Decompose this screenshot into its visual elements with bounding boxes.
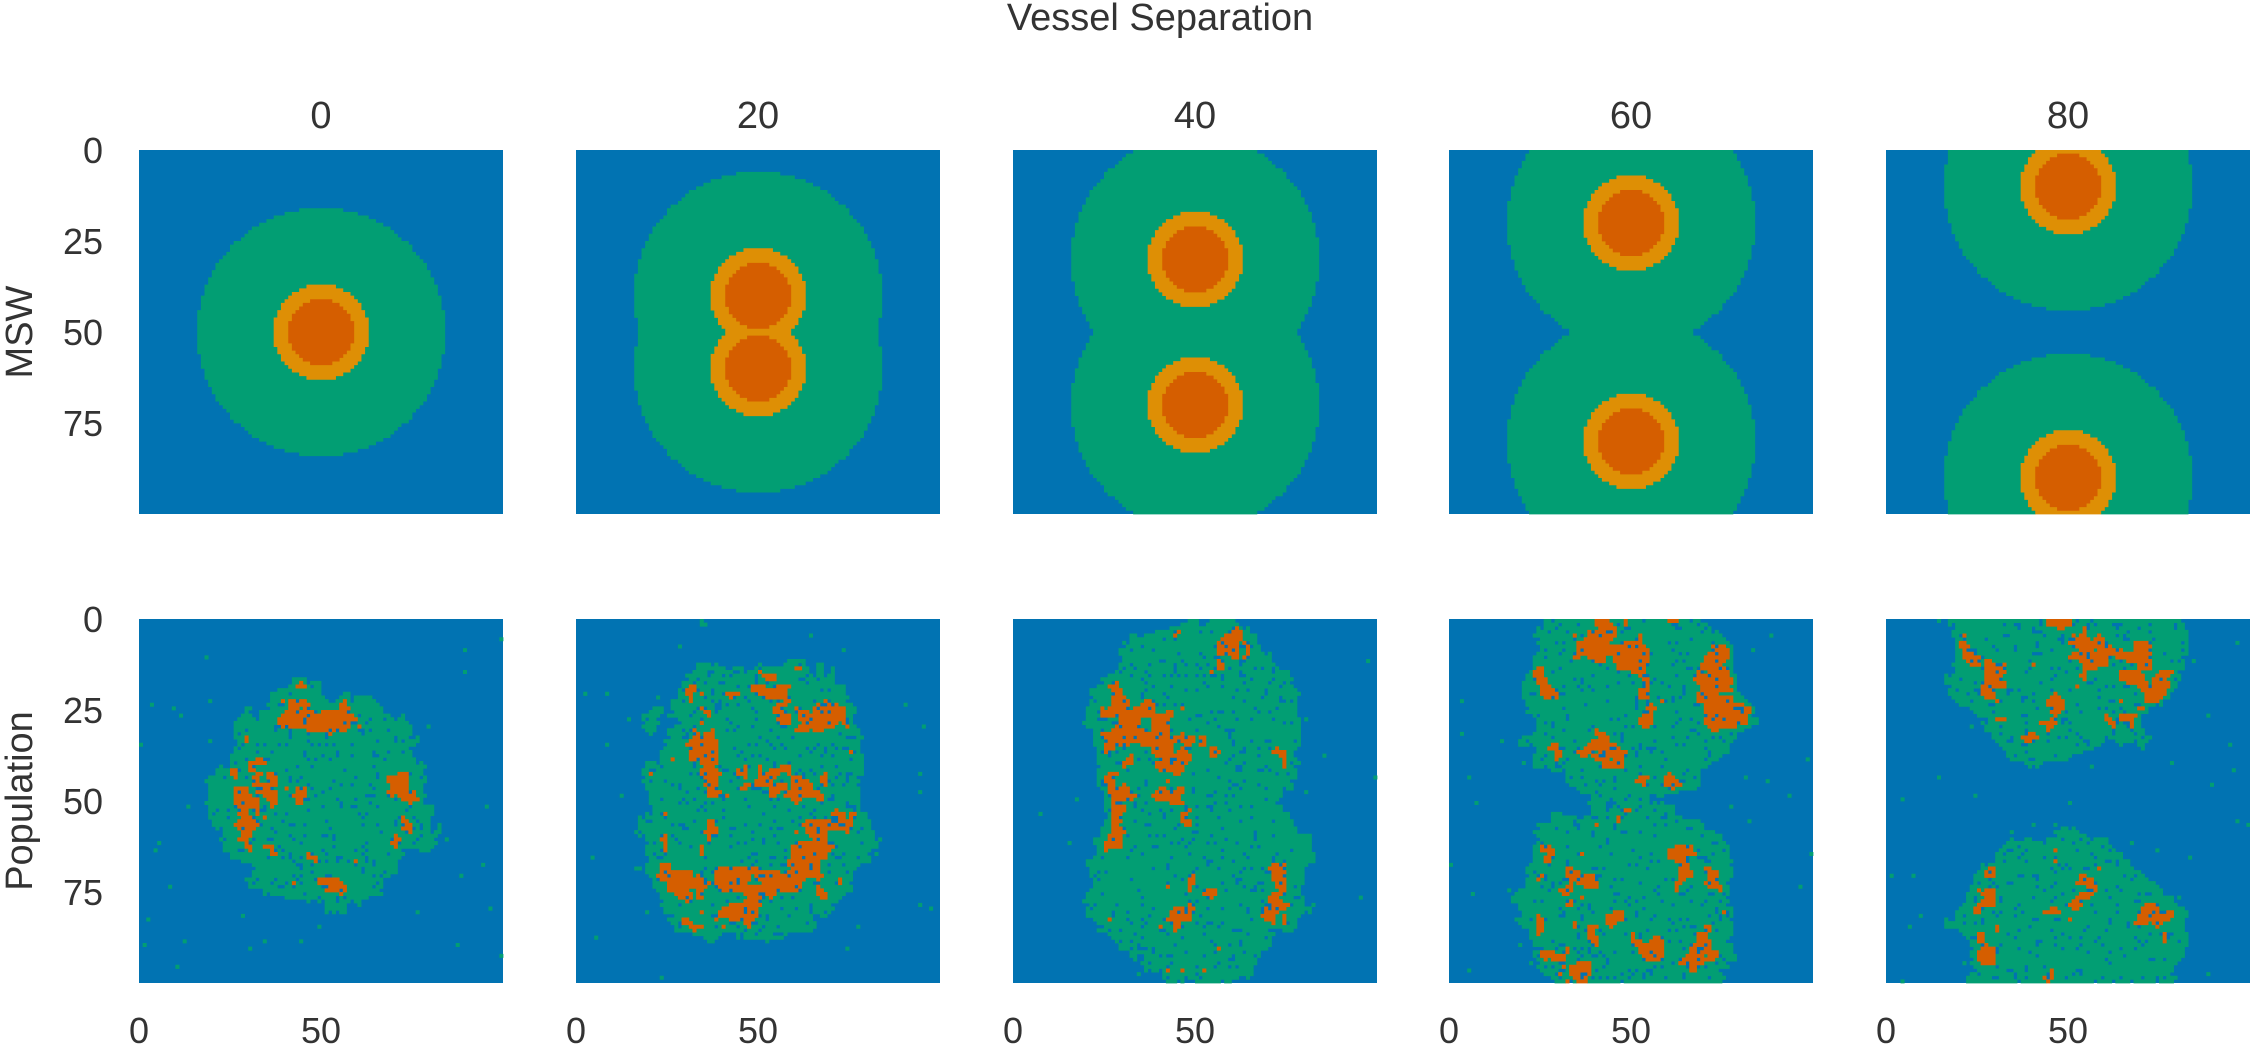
- y-tick-label: 75: [63, 403, 103, 444]
- population-panel-0: [139, 619, 504, 983]
- msw-level-2-cells: [1583, 175, 1679, 489]
- panel-grid: 0 25 50 75 MSW 0 25 50 75 0 50 0 50 0 50 0 50 0 50 Populati…: [0, 95, 2250, 1050]
- y-tick-label: 25: [63, 690, 103, 731]
- msw-level-2-cells: [2020, 150, 2116, 515]
- row-label-population: Population: [0, 711, 41, 891]
- msw-level-2-cells: [710, 248, 806, 417]
- x-tick-label: 50: [1175, 1010, 1215, 1050]
- x-tick-label: 50: [301, 1010, 341, 1050]
- msw-panel-20: [576, 150, 940, 514]
- population-level-1-cells: [139, 637, 504, 969]
- msw-level-1-cells: [634, 171, 883, 493]
- msw-panel-60: [1449, 150, 1813, 515]
- msw-level-1-cells: [1071, 150, 1320, 515]
- population-level-3-cells: [1532, 619, 1752, 984]
- msw-level-3-cells: [2035, 153, 2102, 511]
- x-tick-label: 0: [1003, 1010, 1023, 1050]
- msw-panel-80: [1886, 150, 2250, 515]
- population-level-3-cells: [1958, 619, 2174, 984]
- population-panel-60: [1449, 619, 1814, 984]
- msw-level-1-cells: [197, 208, 446, 457]
- chart-title: Vessel Separation: [1007, 0, 1313, 39]
- column-label: 20: [737, 95, 779, 137]
- msw-level-1-cells: [1944, 150, 2193, 515]
- column-label: 0: [310, 95, 331, 137]
- msw-panel-0: [139, 150, 503, 514]
- msw-level-3-cells: [1162, 226, 1229, 438]
- y-tick-label: 0: [83, 130, 103, 171]
- msw-level-1-cells: [1507, 150, 1756, 515]
- msw-level-3-cells: [288, 299, 355, 366]
- population-level-1-cells: [1038, 619, 1378, 984]
- msw-level-3-cells: [725, 262, 792, 402]
- y-tick-label: 25: [63, 221, 103, 262]
- msw-level-3-cells: [1598, 190, 1665, 475]
- population-level-3-cells: [1100, 626, 1291, 973]
- population-level-3-cells: [230, 680, 420, 897]
- population-level-3-cells: [648, 666, 857, 933]
- x-tick-label: 0: [129, 1010, 149, 1050]
- x-tick-label: 0: [1876, 1010, 1896, 1050]
- column-label: 40: [1174, 95, 1216, 137]
- column-label: 80: [2047, 95, 2089, 137]
- y-tick-label: 0: [83, 599, 103, 640]
- y-tick-label: 50: [63, 312, 103, 353]
- population-panel-80: [1886, 619, 2250, 984]
- x-tick-label: 50: [1611, 1010, 1651, 1050]
- x-tick-label: 0: [1439, 1010, 1459, 1050]
- y-tick-label: 50: [63, 781, 103, 822]
- x-tick-label: 50: [738, 1010, 778, 1050]
- column-label: 60: [1610, 95, 1652, 137]
- population-panel-40: [1013, 619, 1378, 984]
- msw-panel-40: [1013, 150, 1377, 515]
- population-panel-20: [576, 619, 940, 983]
- msw-level-2-cells: [273, 284, 369, 380]
- row-label-msw: MSW: [0, 285, 41, 378]
- x-tick-label: 50: [2048, 1010, 2088, 1050]
- msw-level-2-cells: [1147, 211, 1243, 453]
- y-tick-label: 75: [63, 872, 103, 913]
- x-tick-label: 0: [566, 1010, 586, 1050]
